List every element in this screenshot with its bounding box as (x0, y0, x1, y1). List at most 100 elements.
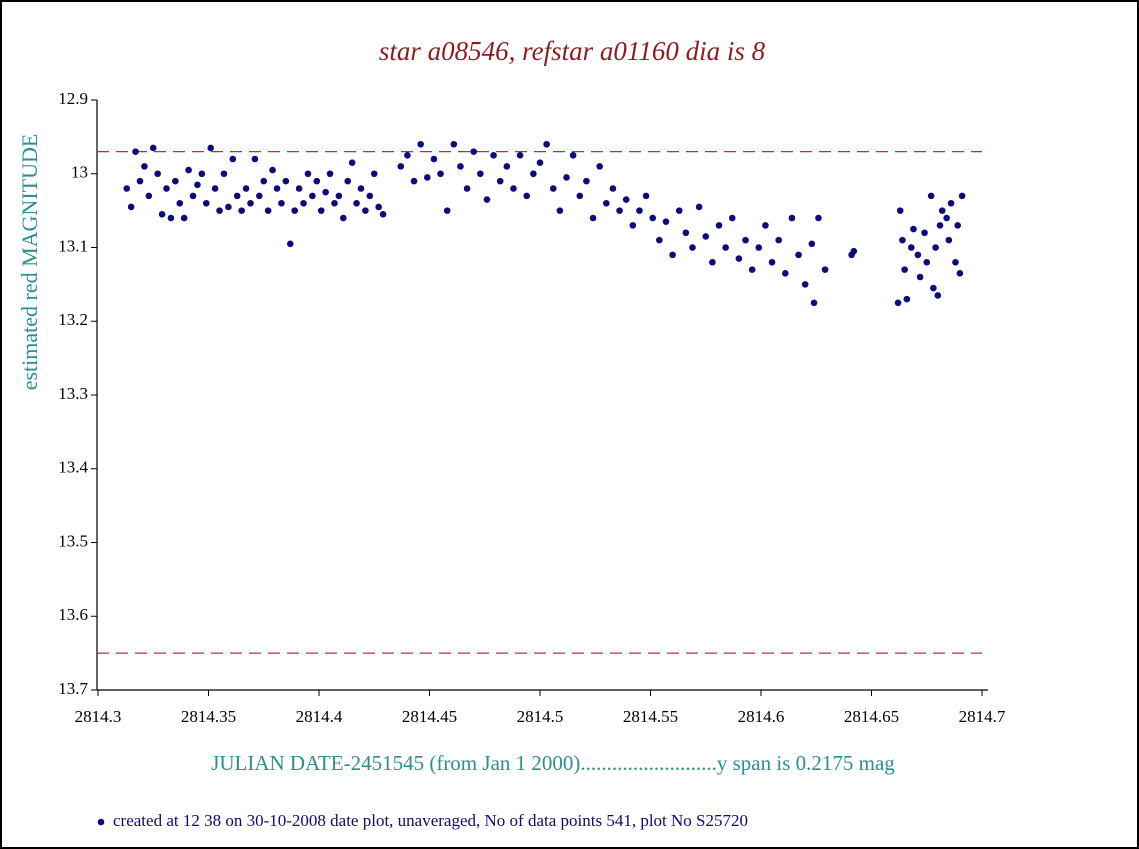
data-point (286, 240, 294, 248)
data-point (603, 199, 610, 207)
data-point (423, 174, 431, 181)
y-tick-label: 13.2 (58, 310, 88, 329)
data-point (642, 192, 650, 200)
data-point (202, 199, 210, 207)
data-point (516, 152, 524, 159)
data-point (158, 211, 166, 218)
data-point (943, 214, 950, 222)
data-point (470, 148, 478, 155)
data-point (273, 185, 281, 192)
data-point (921, 229, 928, 237)
data-point (443, 207, 451, 214)
data-point (656, 236, 663, 244)
data-point (899, 236, 906, 244)
data-point (954, 222, 961, 229)
x-tick-label: 2814.35 (181, 707, 236, 726)
data-point (242, 185, 250, 192)
data-point (344, 177, 352, 185)
data-point (952, 258, 959, 266)
data-point (450, 140, 458, 148)
data-point (563, 174, 570, 181)
data-point (576, 192, 584, 200)
data-point (616, 207, 623, 214)
data-point (901, 266, 908, 273)
data-point (154, 170, 161, 178)
data-point (622, 196, 630, 203)
data-point (335, 192, 343, 200)
x-tick-label: 2814.55 (623, 707, 678, 726)
data-point (291, 207, 298, 214)
data-point (923, 258, 931, 266)
x-tick-label: 2814.7 (959, 707, 1006, 726)
data-point (477, 170, 484, 178)
y-tick-label: 13 (71, 163, 88, 182)
data-point (649, 214, 657, 222)
data-point (176, 199, 184, 207)
y-tick-label: 13.4 (58, 458, 88, 477)
data-point (788, 214, 796, 222)
data-point (775, 236, 782, 244)
data-point (815, 214, 822, 222)
data-point (629, 222, 637, 229)
data-point (167, 214, 175, 222)
data-point (702, 233, 710, 240)
x-tick-label: 2814.65 (844, 707, 899, 726)
data-point (211, 185, 219, 192)
x-tick-label: 2814.3 (75, 707, 122, 726)
data-point (149, 144, 157, 152)
data-point (914, 251, 922, 259)
data-point (207, 144, 215, 152)
data-point (256, 192, 263, 200)
data-point (569, 152, 577, 159)
y-tick-label: 13.7 (58, 679, 88, 698)
data-point (596, 163, 603, 170)
data-point (496, 177, 504, 185)
x-tick-label: 2814.4 (296, 707, 343, 726)
data-point (410, 177, 418, 185)
data-point (956, 270, 964, 277)
data-point (136, 177, 144, 185)
data-point (483, 196, 491, 203)
data-point (675, 207, 683, 214)
chart-title: star a08546, refstar a01160 dia is 8 (379, 36, 766, 66)
data-point (457, 163, 464, 170)
data-point (198, 170, 206, 178)
data-point (728, 214, 736, 222)
y-axis-label: estimated red MAGNITUDE (17, 134, 42, 391)
data-point (930, 284, 937, 292)
data-point (907, 244, 915, 251)
data-point (264, 207, 272, 214)
data-point (430, 155, 438, 163)
data-point (768, 258, 776, 266)
y-tick-label: 13.1 (58, 236, 88, 255)
data-point (309, 192, 316, 200)
data-point (216, 207, 223, 214)
data-point (821, 266, 829, 273)
data-point (238, 207, 245, 214)
data-point (397, 163, 405, 170)
data-point (662, 218, 670, 225)
data-point (808, 240, 816, 248)
data-point (180, 214, 188, 222)
data-point (172, 177, 179, 185)
data-point (185, 166, 192, 174)
data-point (233, 192, 241, 200)
data-point (189, 192, 197, 200)
data-point (556, 207, 564, 214)
data-point (735, 255, 743, 262)
data-point (163, 185, 170, 192)
data-point (709, 258, 716, 266)
data-point (947, 199, 955, 207)
data-point (945, 236, 953, 244)
data-point (379, 211, 387, 218)
data-point (910, 225, 917, 233)
data-point (326, 170, 334, 178)
data-point (220, 170, 228, 178)
x-tick-label: 2814.6 (738, 707, 785, 726)
data-point (437, 170, 444, 178)
legend-marker (97, 818, 105, 826)
data-point (523, 192, 531, 200)
data-point (282, 177, 290, 185)
